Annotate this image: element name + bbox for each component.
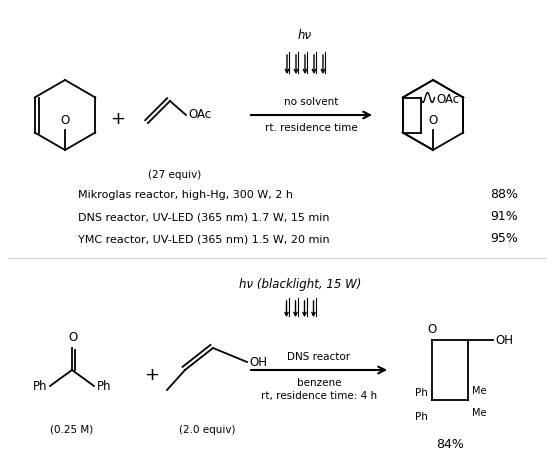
Text: Me: Me [472,386,486,396]
Text: 91%: 91% [490,211,518,224]
Text: rt, residence time: 4 h: rt, residence time: 4 h [261,391,377,401]
Text: 95%: 95% [490,233,518,246]
Text: Me: Me [472,408,486,418]
Text: Mikroglas reactor, high-Hg, 300 W, 2 h: Mikroglas reactor, high-Hg, 300 W, 2 h [78,190,293,200]
Text: hν: hν [298,29,312,42]
Text: Ph: Ph [97,380,111,394]
Text: OAc: OAc [188,109,211,122]
Text: +: + [110,110,126,128]
Text: OAc: OAc [437,93,460,106]
Text: benzene: benzene [297,378,341,388]
Text: O: O [60,114,70,127]
Text: 84%: 84% [436,438,464,451]
Text: DNS reactor: DNS reactor [288,352,351,362]
Text: OH: OH [495,334,513,346]
Text: rt. residence time: rt. residence time [265,123,357,133]
Text: DNS reactor, UV-LED (365 nm) 1.7 W, 15 min: DNS reactor, UV-LED (365 nm) 1.7 W, 15 m… [78,212,330,222]
Text: hν (blacklight, 15 W): hν (blacklight, 15 W) [239,278,361,291]
Text: (0.25 M): (0.25 M) [50,425,94,435]
Text: +: + [145,366,160,384]
Text: (27 equiv): (27 equiv) [148,170,202,180]
Text: Ph: Ph [415,412,428,422]
Text: Ph: Ph [415,388,428,398]
Text: no solvent: no solvent [284,97,338,107]
Text: O: O [68,331,78,344]
Text: O: O [428,114,438,127]
Text: Ph: Ph [33,380,47,394]
Text: OH: OH [249,356,267,368]
Text: YMC reactor, UV-LED (365 nm) 1.5 W, 20 min: YMC reactor, UV-LED (365 nm) 1.5 W, 20 m… [78,234,330,244]
Text: O: O [427,323,437,336]
Text: (2.0 equiv): (2.0 equiv) [179,425,235,435]
Text: 88%: 88% [490,189,518,202]
